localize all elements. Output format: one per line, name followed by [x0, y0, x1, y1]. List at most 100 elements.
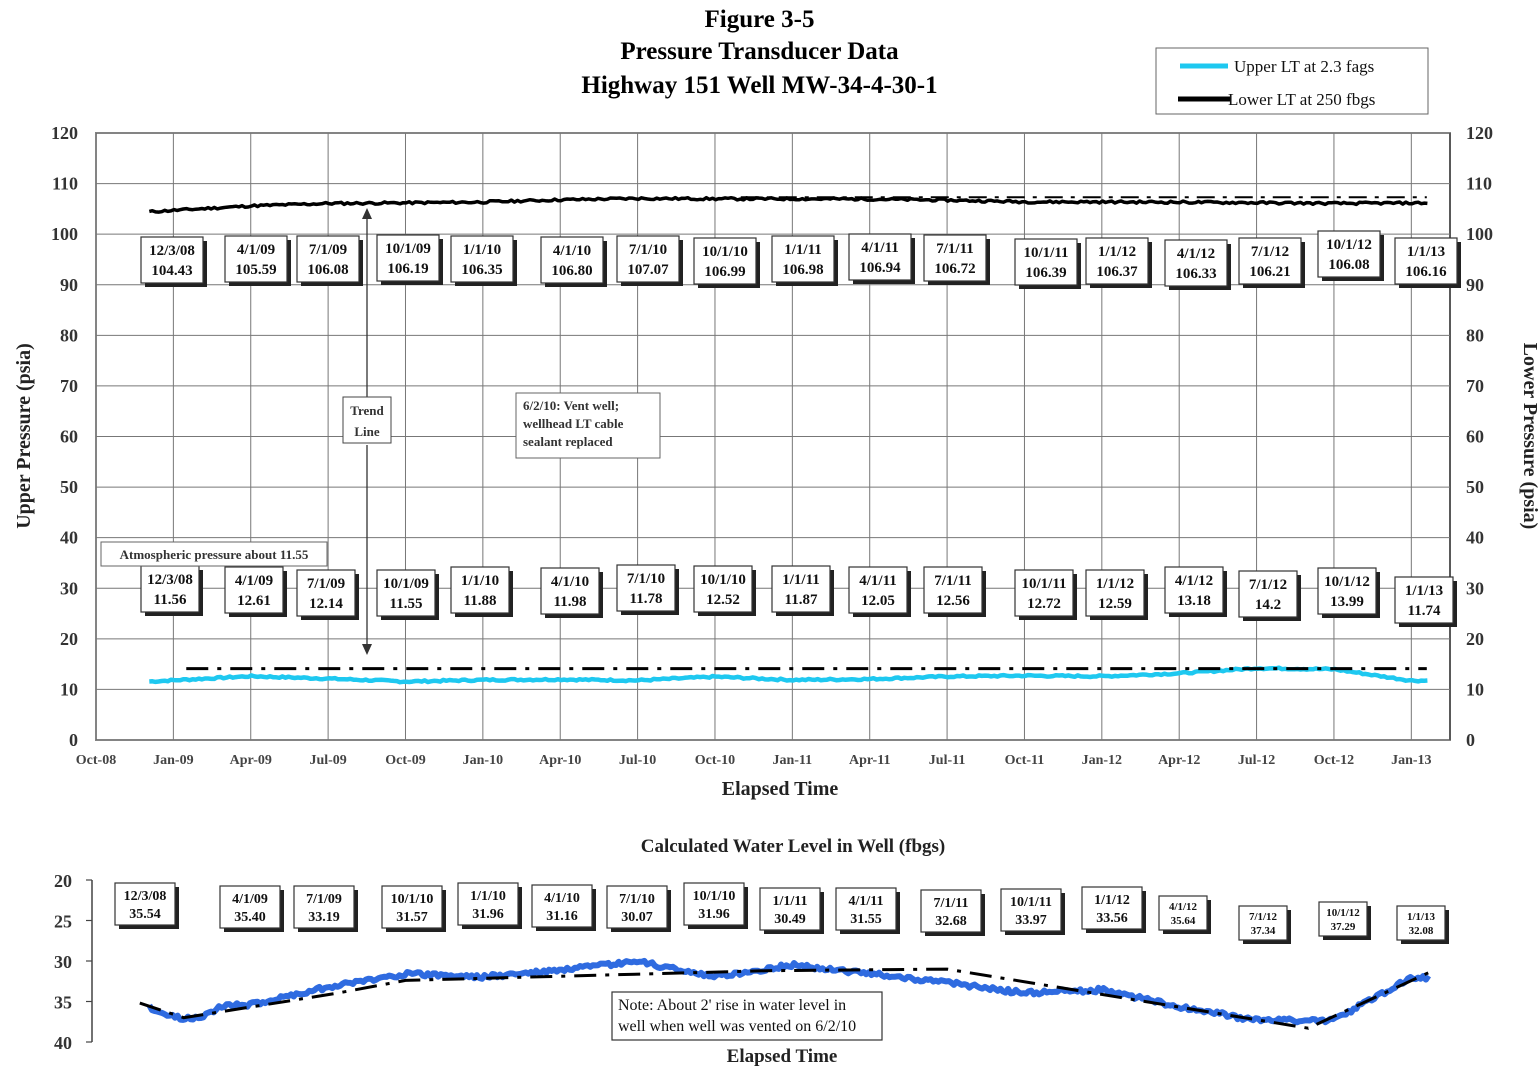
lower-callout-value: 13.18	[1177, 593, 1211, 609]
upper-callout-box	[1317, 230, 1381, 278]
upper-callout-box	[140, 236, 204, 284]
lower-callout-box	[450, 566, 510, 614]
water-callout-value: 35.64	[1171, 915, 1196, 927]
upper-callout-box	[616, 235, 680, 283]
trend-label-line2: Line	[354, 424, 380, 439]
lower-callout-box	[140, 565, 200, 613]
water-callout-value: 35.40	[234, 910, 266, 925]
water-callout-value: 30.49	[774, 912, 806, 927]
upper-callout-box	[771, 235, 835, 283]
water-callout-box	[1000, 888, 1062, 932]
x-tick-label: Apr-10	[539, 753, 581, 768]
water-callout-date: 1/1/10	[470, 889, 506, 904]
lower-callout-value: 12.52	[706, 592, 740, 608]
lower-callout-box	[1394, 576, 1454, 624]
upper-callout-date: 10/1/12	[1326, 237, 1372, 253]
water-level-y-tick: 35	[54, 993, 72, 1013]
water-callout-date: 7/1/11	[933, 896, 968, 911]
lower-callout-box	[1014, 569, 1074, 617]
water-callout-box	[1396, 905, 1446, 941]
x-tick-label: Oct-12	[1314, 753, 1354, 768]
y-axis-title-left: Upper Pressure (psia)	[13, 343, 35, 529]
upper-callout-date: 10/1/09	[385, 241, 431, 257]
y-tick-left: 10	[60, 679, 78, 699]
water-callout-value: 31.96	[472, 907, 504, 922]
upper-callout-value: 107.07	[627, 262, 669, 278]
water-callout-date: 10/1/10	[693, 889, 736, 904]
water-callout-box	[114, 882, 176, 926]
upper-callout-date: 7/1/12	[1251, 244, 1289, 260]
water-callout-value: 31.96	[698, 907, 730, 922]
water-callout-value: 31.16	[546, 909, 578, 924]
y-tick-left: 60	[60, 427, 78, 447]
water-callout-date: 1/1/13	[1407, 911, 1436, 923]
upper-callout-value: 106.08	[1328, 257, 1369, 273]
y-tick-right: 100	[1466, 224, 1493, 244]
lower-callout-value: 12.14	[309, 596, 343, 612]
water-level-y-tick: 20	[54, 871, 72, 891]
lower-callout-value: 11.78	[630, 591, 663, 607]
water-callout-box	[293, 885, 355, 929]
x-tick-label: Jul-12	[1238, 753, 1275, 768]
lower-callout-box	[1164, 566, 1224, 614]
upper-callout-box	[1238, 237, 1302, 285]
lower-callout-value: 12.59	[1098, 596, 1132, 612]
x-tick-label: Oct-10	[695, 753, 735, 768]
water-level-y-tick: 25	[54, 912, 72, 932]
x-tick-label: Apr-11	[849, 753, 890, 768]
upper-callout-date: 7/1/11	[936, 241, 974, 257]
x-tick-label: Jan-12	[1082, 753, 1122, 768]
water-level-title: Calculated Water Level in Well (fbgs)	[641, 836, 946, 857]
lower-callout-box	[1238, 570, 1298, 618]
water-level-y-tick: 40	[54, 1033, 72, 1053]
y-tick-right: 50	[1466, 477, 1484, 497]
water-callout-date: 4/1/09	[232, 892, 268, 907]
water-callout-box	[531, 884, 593, 928]
water-callout-box	[835, 887, 897, 931]
water-callout-date: 7/1/10	[619, 892, 655, 907]
upper-callout-value: 106.99	[704, 264, 745, 280]
trend-label-box	[342, 396, 392, 444]
y-tick-right: 60	[1466, 427, 1484, 447]
upper-callout-box	[540, 236, 604, 284]
vent-note-line3: sealant replaced	[523, 434, 613, 449]
y-tick-right: 30	[1466, 578, 1484, 598]
y-tick-left: 110	[52, 174, 78, 194]
water-callout-date: 4/1/10	[544, 891, 580, 906]
water-callout-box	[1081, 886, 1143, 930]
water-callout-date: 10/1/11	[1010, 895, 1052, 910]
lower-callout-value: 11.87	[785, 592, 818, 608]
vent-note-line2: wellhead LT cable	[523, 416, 624, 431]
lower-callout-value: 11.56	[154, 592, 187, 608]
upper-callout-box	[693, 237, 757, 285]
lower-callout-value: 12.56	[936, 593, 970, 609]
y-tick-left: 20	[60, 629, 78, 649]
vent-note-line1: 6/2/10: Vent well;	[523, 398, 619, 413]
y-tick-left: 40	[60, 528, 78, 548]
upper-callout-box	[376, 234, 440, 282]
upper-callout-box	[923, 234, 987, 282]
figure-title: Pressure Transducer Data	[620, 38, 899, 65]
water-callout-box	[1238, 905, 1288, 941]
figure-subtitle: Highway 151 Well MW-34-4-30-1	[581, 72, 938, 99]
lower-callout-date: 4/1/12	[1175, 573, 1213, 589]
water-callout-date: 4/1/12	[1169, 901, 1198, 913]
upper-callout-box	[1394, 237, 1458, 285]
upper-callout-value: 106.94	[859, 260, 901, 276]
water-callout-box	[219, 885, 281, 929]
upper-callout-box	[450, 235, 514, 283]
lower-callout-date: 4/1/10	[551, 574, 589, 590]
lower-callout-value: 12.72	[1027, 596, 1061, 612]
lower-callout-box	[296, 569, 356, 617]
lower-callout-box	[923, 566, 983, 614]
upper-callout-box	[1164, 239, 1228, 287]
upper-callout-value: 106.08	[307, 262, 348, 278]
lower-callout-box	[1085, 569, 1145, 617]
upper-callout-date: 7/1/10	[629, 242, 667, 258]
upper-callout-date: 1/1/11	[784, 242, 822, 258]
upper-callout-box	[296, 235, 360, 283]
water-callout-value: 31.55	[850, 912, 882, 927]
lower-callout-value: 12.05	[861, 593, 895, 609]
lower-callout-box	[540, 567, 600, 615]
